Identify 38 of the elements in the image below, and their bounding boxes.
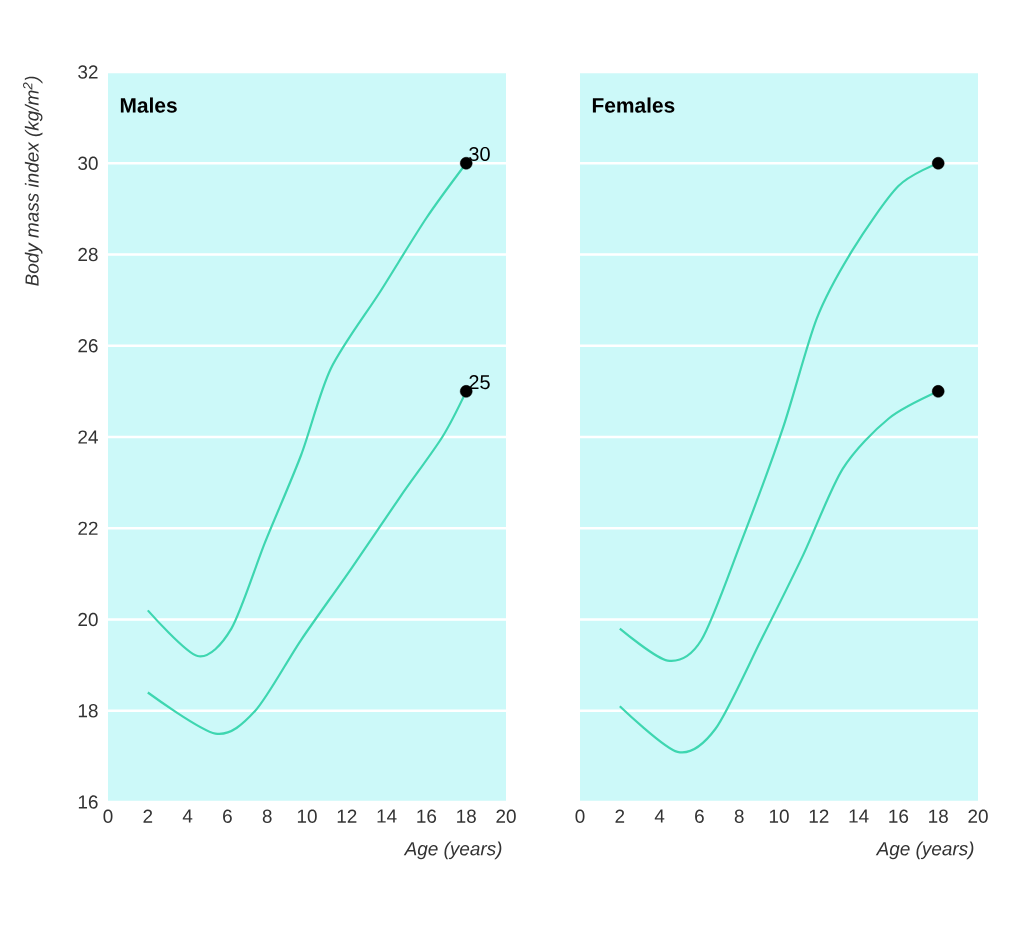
x-tick-label: 4	[654, 809, 665, 823]
x-tick-label: 0	[103, 809, 113, 823]
x-tick-label: 12	[337, 809, 357, 823]
y-tick-label: 20	[78, 612, 98, 627]
x-tick-label: 18	[457, 809, 476, 823]
x-tick-label: 16	[889, 809, 909, 823]
y-tick-label: 18	[78, 704, 98, 718]
x-tick-label: 14	[849, 809, 869, 823]
x-tick-label: 14	[377, 809, 397, 823]
x-tick-label: 20	[496, 809, 516, 823]
data-label: 25	[469, 375, 490, 390]
data-label: 30	[469, 146, 490, 162]
y-tick-label: 28	[78, 247, 98, 262]
y-tick-label: 22	[78, 521, 98, 535]
x-tick-label: 4	[182, 809, 193, 823]
text: Females	[592, 97, 675, 113]
x-tick-label: 6	[695, 809, 704, 823]
x-tick-label: 2	[143, 809, 153, 823]
x-tick-label: 2	[615, 809, 625, 823]
text: Males	[120, 97, 177, 113]
x-axis-title: Age (years)	[403, 841, 502, 860]
x-tick-label: 10	[769, 809, 789, 823]
y-tick-label: 32	[78, 65, 98, 79]
x-tick-label: 20	[968, 809, 988, 823]
x-tick-label: 6	[223, 809, 232, 823]
y-tick-label: 16	[78, 795, 98, 809]
x-tick-label: 10	[297, 809, 317, 823]
x-tick-label: 18	[929, 809, 948, 823]
x-tick-label: 8	[734, 809, 744, 823]
x-tick-label: 16	[417, 809, 437, 823]
x-tick-label: 8	[262, 809, 272, 823]
x-tick-label: 12	[809, 809, 829, 823]
y-tick-label: 26	[78, 339, 98, 353]
x-axis-title: Age (years)	[875, 841, 974, 860]
y-axis-title: Body mass index (kg/m$^{2}$)	[23, 76, 43, 286]
y-tick-label: 24	[78, 430, 98, 444]
x-tick-label: 0	[575, 809, 585, 823]
y-tick-label: 30	[78, 156, 98, 170]
